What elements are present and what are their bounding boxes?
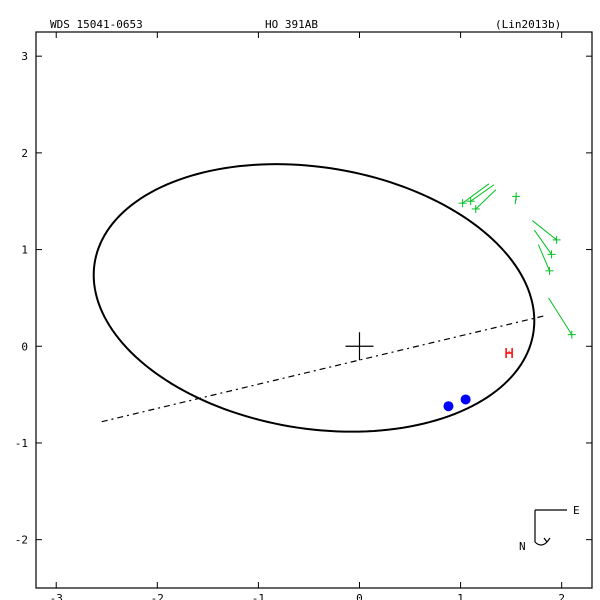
svg-text:E: E xyxy=(573,504,580,517)
svg-text:1: 1 xyxy=(457,592,464,600)
svg-text:1: 1 xyxy=(21,244,28,257)
svg-text:0: 0 xyxy=(21,340,28,353)
svg-text:0: 0 xyxy=(356,592,363,600)
svg-text:-2: -2 xyxy=(151,592,164,600)
svg-text:3: 3 xyxy=(21,50,28,63)
svg-text:2: 2 xyxy=(21,147,28,160)
chart-container: WDS 15041-0653 HO 391AB (Lin2013b) -3-2-… xyxy=(0,0,600,600)
svg-text:-1: -1 xyxy=(15,437,28,450)
svg-text:N: N xyxy=(519,540,526,553)
svg-text:-2: -2 xyxy=(15,534,28,547)
svg-text:2: 2 xyxy=(558,592,565,600)
svg-text:-3: -3 xyxy=(50,592,63,600)
orbit-plot: -3 -2 -1 0 1 2 -2 -1 0 1 2 3 E N xyxy=(0,0,600,600)
svg-text:-1: -1 xyxy=(252,592,265,600)
